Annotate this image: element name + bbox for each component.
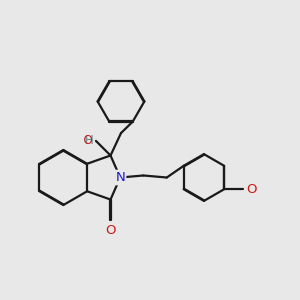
Text: H: H: [84, 134, 93, 147]
Text: N: N: [115, 171, 125, 184]
Text: O: O: [76, 134, 93, 147]
Text: O: O: [105, 224, 116, 237]
Text: O: O: [246, 183, 257, 196]
